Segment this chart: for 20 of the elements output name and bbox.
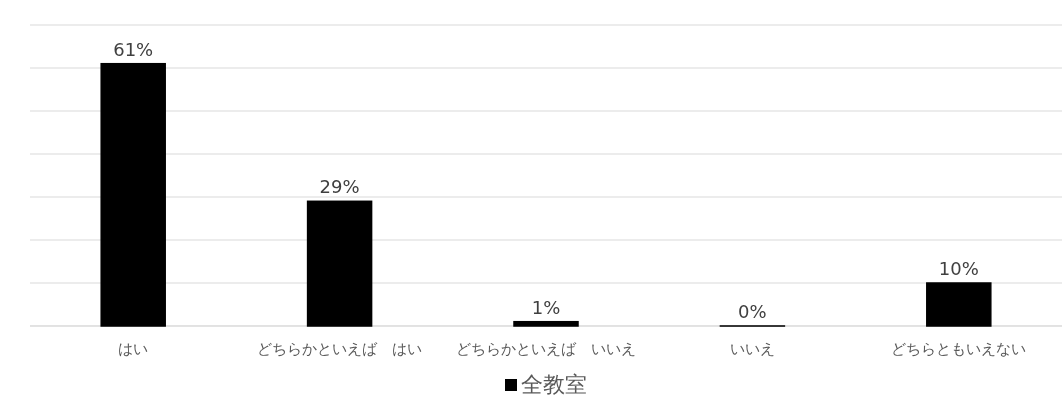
x-tick-label: どちらかといえば はい (257, 340, 423, 358)
bar (926, 282, 992, 327)
bar (513, 320, 579, 327)
data-label: 29 (319, 176, 343, 198)
bar (306, 200, 373, 327)
text: % (136, 38, 154, 60)
data-label: 10 (938, 258, 962, 279)
x-tick-label: どちらかといえば いいえ (456, 340, 636, 358)
data-label: 0 (738, 301, 750, 322)
data-label: 61 (113, 38, 137, 60)
bar (100, 62, 166, 327)
text: % (543, 296, 561, 318)
x-tick-label: どちらともいえない (891, 340, 1027, 358)
data-label: 1 (531, 296, 544, 318)
x-tick-label: はい (118, 340, 149, 358)
text: % (749, 301, 767, 322)
x-tick-label: いいえ (729, 340, 775, 358)
text: % (961, 258, 979, 279)
text: % (342, 176, 360, 198)
legend-label: 全教室 (521, 372, 587, 397)
